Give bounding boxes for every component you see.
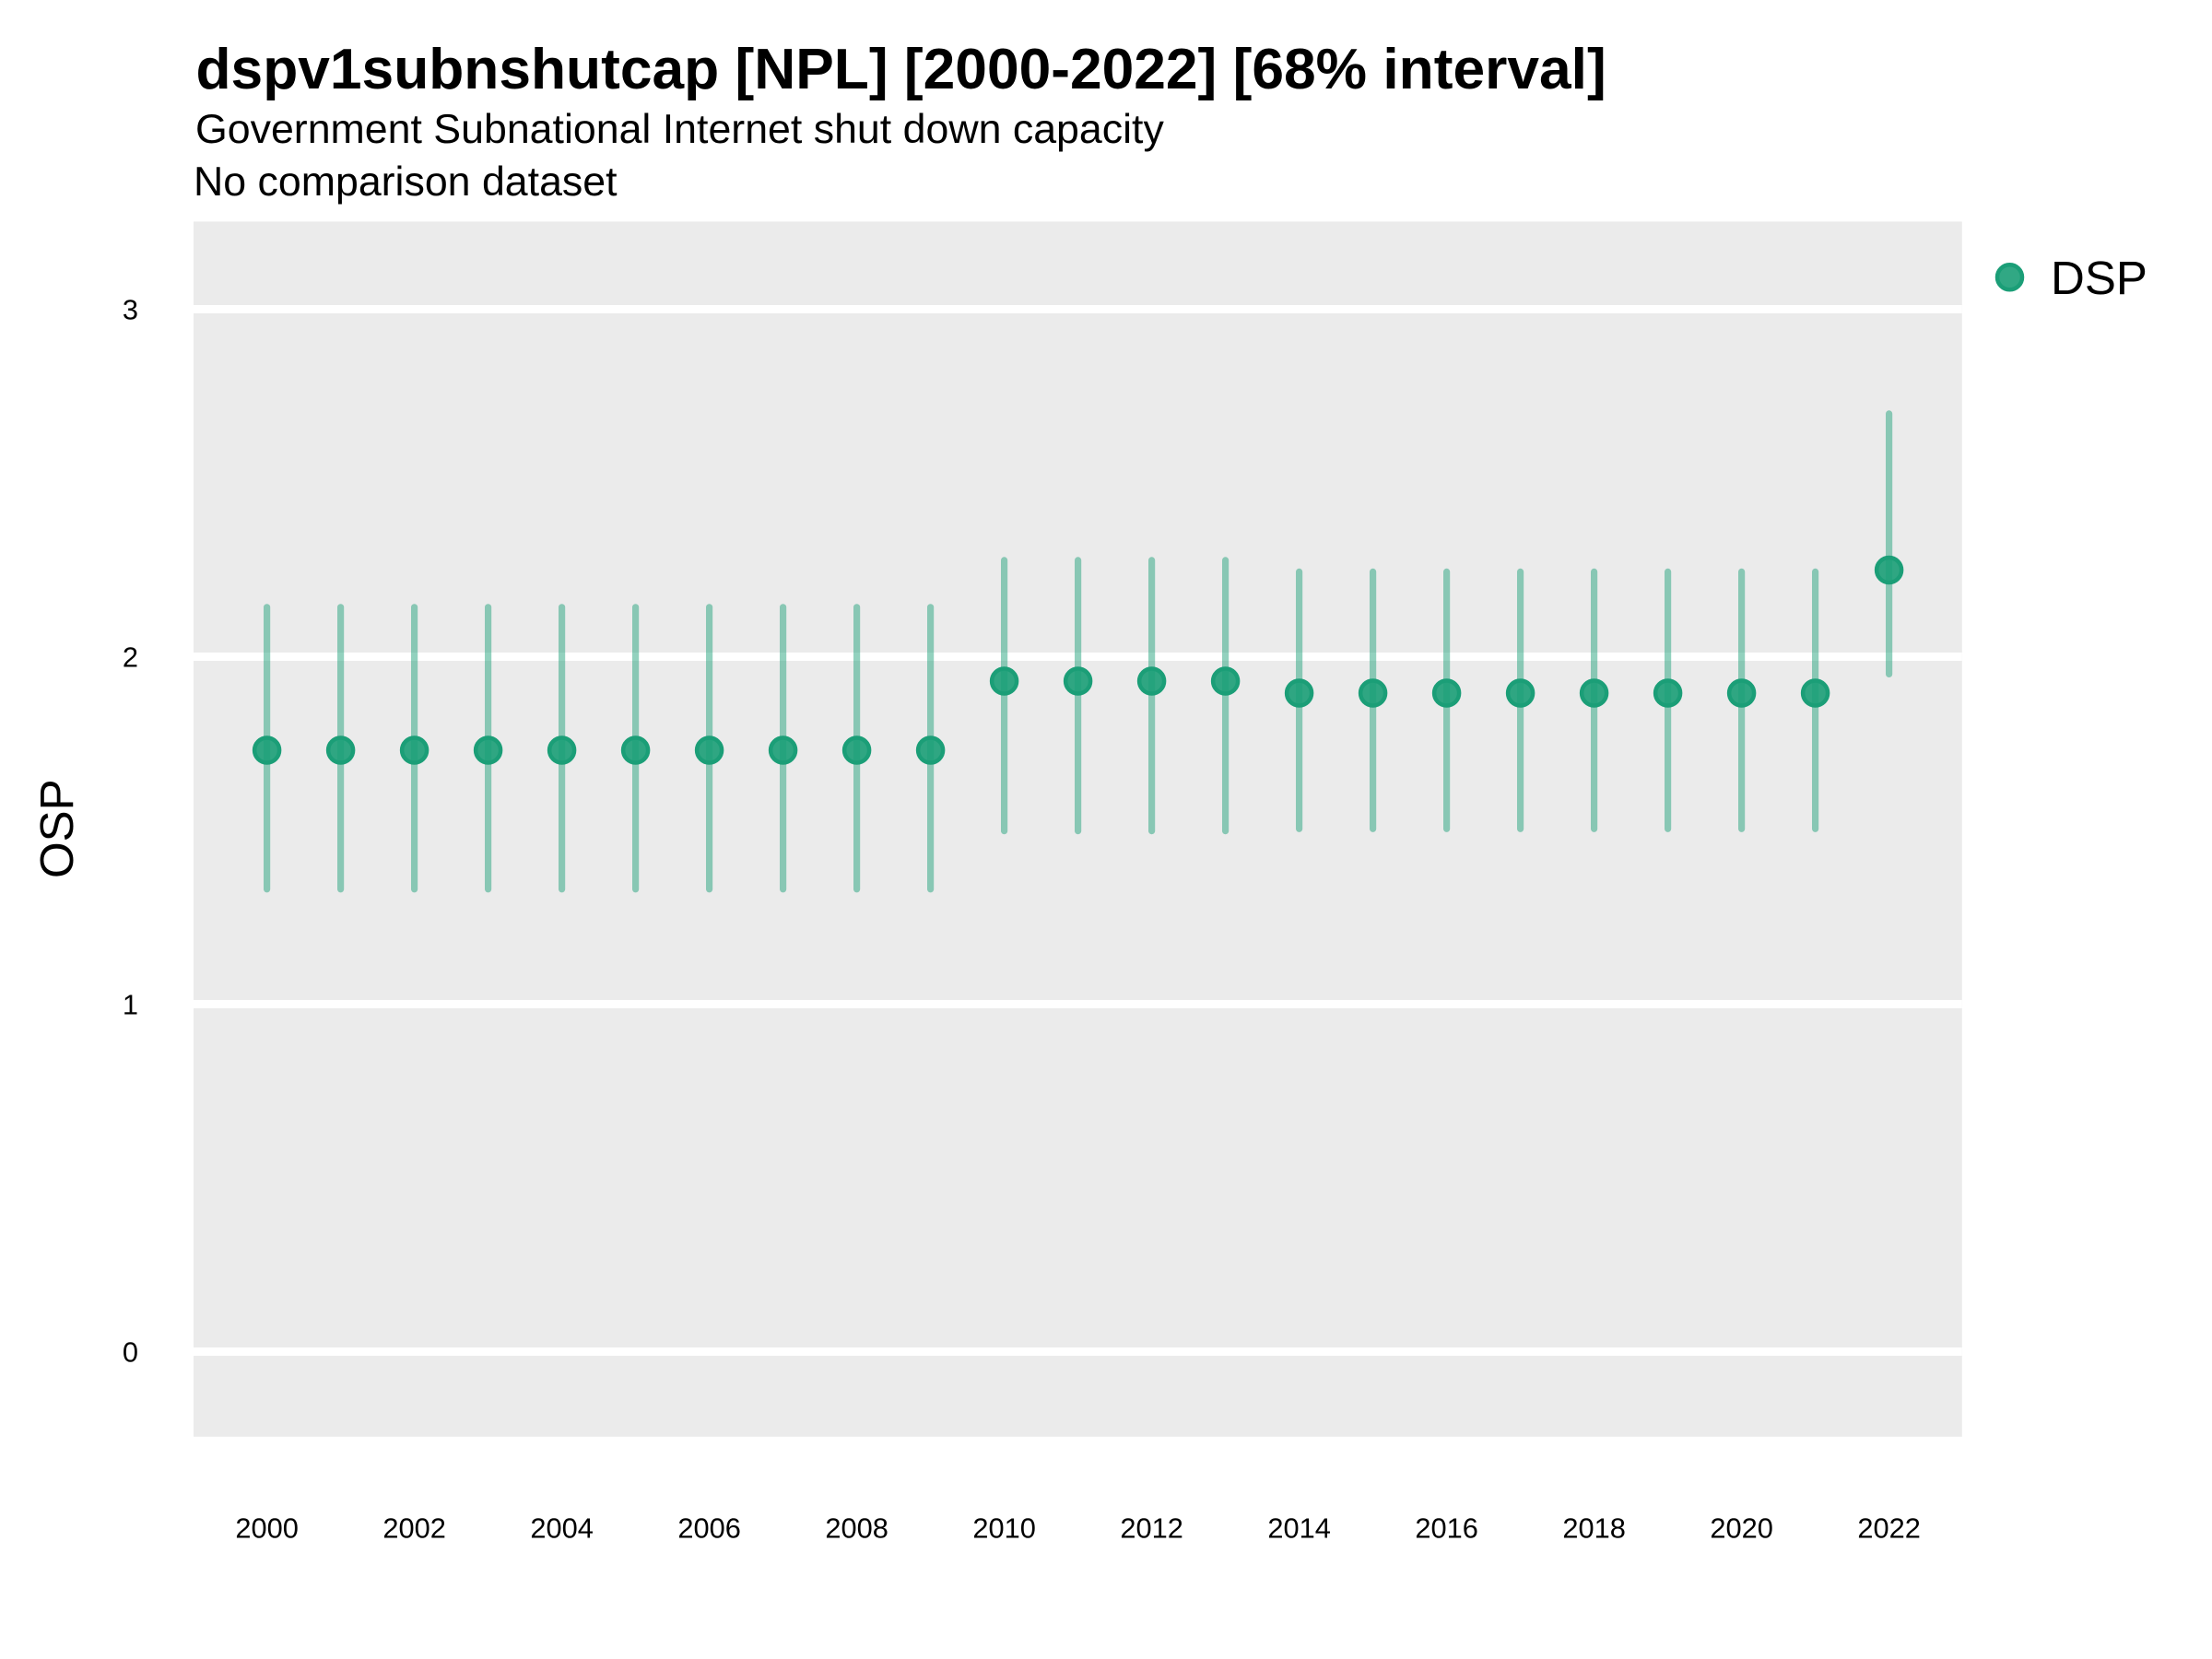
svg-text:0: 0 [123, 1336, 138, 1369]
svg-text:DSP: DSP [2051, 252, 2147, 304]
svg-text:2016: 2016 [1415, 1512, 1478, 1545]
svg-text:2018: 2018 [1562, 1512, 1626, 1545]
svg-text:2010: 2010 [972, 1512, 1036, 1545]
svg-text:2000: 2000 [235, 1512, 299, 1545]
svg-text:Government Subnational Interne: Government Subnational Internet shut dow… [195, 107, 1164, 152]
svg-text:2004: 2004 [530, 1512, 594, 1545]
svg-text:2014: 2014 [1267, 1512, 1331, 1545]
svg-text:2002: 2002 [382, 1512, 446, 1545]
svg-text:2008: 2008 [825, 1512, 888, 1545]
svg-text:3: 3 [123, 294, 138, 326]
svg-text:OSP: OSP [30, 779, 83, 878]
svg-text:dspv1subnshutcap [NPL] [2000-2: dspv1subnshutcap [NPL] [2000-2022] [68% … [196, 38, 1606, 101]
svg-text:2022: 2022 [1857, 1512, 1921, 1545]
svg-text:No comparison dataset: No comparison dataset [194, 159, 618, 205]
svg-text:2012: 2012 [1120, 1512, 1183, 1545]
svg-text:2: 2 [123, 641, 138, 674]
svg-text:2020: 2020 [1710, 1512, 1773, 1545]
svg-text:2006: 2006 [677, 1512, 741, 1545]
svg-text:1: 1 [123, 989, 138, 1021]
